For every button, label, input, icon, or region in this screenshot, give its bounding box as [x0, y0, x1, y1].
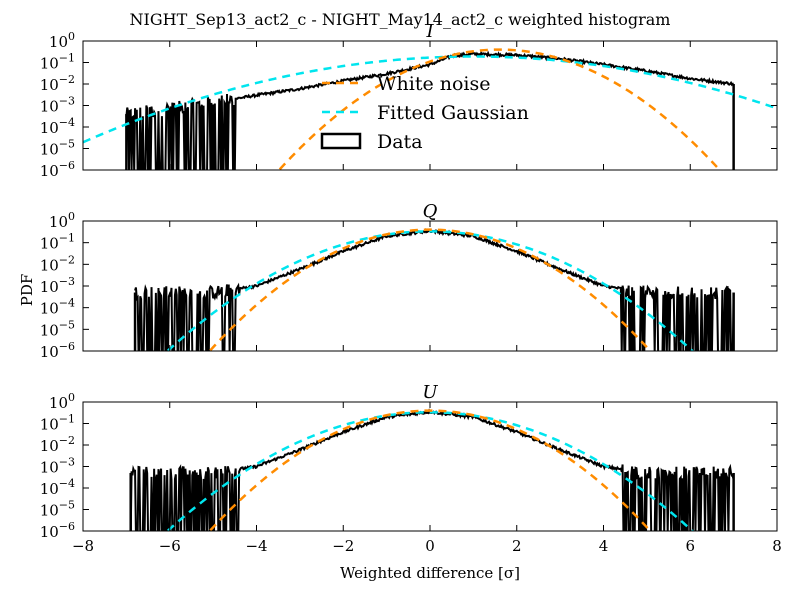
- y-tick-label-i: 10−6: [40, 159, 75, 180]
- y-tick-label-q: 10−3: [40, 275, 75, 296]
- y-tick-label-q: 10−1: [40, 232, 75, 253]
- data-histogram-u: [129, 408, 735, 531]
- panel-title-u: U: [422, 382, 438, 403]
- x-tick-label: −2: [332, 537, 354, 555]
- y-tick-label-u: 10−2: [40, 434, 75, 455]
- y-tick-label-u: 100: [49, 391, 75, 412]
- y-tick-label-i: 10−1: [40, 52, 75, 73]
- y-tick-label-q: 10−4: [40, 297, 75, 318]
- white-noise-curve-i: [277, 48, 722, 170]
- x-tick-label: 0: [425, 537, 435, 555]
- y-tick-label-i: 10−3: [40, 95, 75, 116]
- y-tick-label-u: 10−6: [40, 520, 75, 541]
- y-tick-label-i: 100: [49, 30, 75, 51]
- x-tick-label: 4: [599, 537, 609, 555]
- y-tick-label-i: 10−4: [40, 116, 75, 137]
- plot-area-u: [129, 408, 735, 531]
- y-tick-label-i: 10−2: [40, 73, 75, 94]
- data-histogram-i: [125, 50, 734, 170]
- x-axis-label: Weighted difference [σ]: [340, 564, 520, 582]
- x-tick-label: 6: [685, 537, 695, 555]
- legend-swatch-data: [320, 132, 362, 150]
- legend-label-white-noise: White noise: [377, 73, 491, 95]
- fitted-gaussian-curve-i: [83, 55, 777, 144]
- legend-entry-fitted-gaussian: Fitted Gaussian: [322, 102, 529, 124]
- legend: White noise Fitted Gaussian Data: [320, 73, 529, 153]
- y-tick-label-u: 10−4: [40, 477, 75, 498]
- y-tick-label-q: 10−5: [40, 318, 75, 339]
- y-axis-label: PDF: [18, 274, 36, 307]
- y-tick-label-u: 10−5: [40, 499, 75, 520]
- fitted-gaussian-curve-u: [165, 411, 695, 531]
- white-noise-curve-q: [208, 228, 652, 351]
- x-tick-label: 2: [512, 537, 522, 555]
- legend-label-data: Data: [377, 131, 423, 153]
- x-tick-label: −4: [245, 537, 267, 555]
- y-tick-label-q: 10−6: [40, 340, 75, 361]
- y-tick-label-u: 10−3: [40, 456, 75, 477]
- white-noise-curve-u: [208, 409, 652, 531]
- x-tick-label: −8: [72, 537, 94, 555]
- plot-area-q: [133, 228, 735, 351]
- figure-title: NIGHT_Sep13_act2_c - NIGHT_May14_act2_c …: [130, 10, 671, 29]
- y-tick-label-q: 10−2: [40, 253, 75, 274]
- y-tick-label-i: 10−5: [40, 138, 75, 159]
- plot-area-i: [83, 48, 777, 170]
- panel-title-q: Q: [423, 201, 438, 222]
- fitted-gaussian-curve-q: [165, 230, 695, 351]
- panel-title-i: I: [425, 21, 434, 42]
- data-series-u: [129, 408, 735, 531]
- y-tick-label-u: 10−1: [40, 413, 75, 434]
- legend-entry-data: Data: [320, 131, 423, 153]
- legend-label-fitted-gaussian: Fitted Gaussian: [377, 102, 529, 124]
- y-tick-label-q: 100: [49, 210, 75, 231]
- legend-entry-white-noise: White noise: [322, 73, 491, 95]
- x-tick-label: −6: [159, 537, 181, 555]
- x-tick-label: 8: [772, 537, 782, 555]
